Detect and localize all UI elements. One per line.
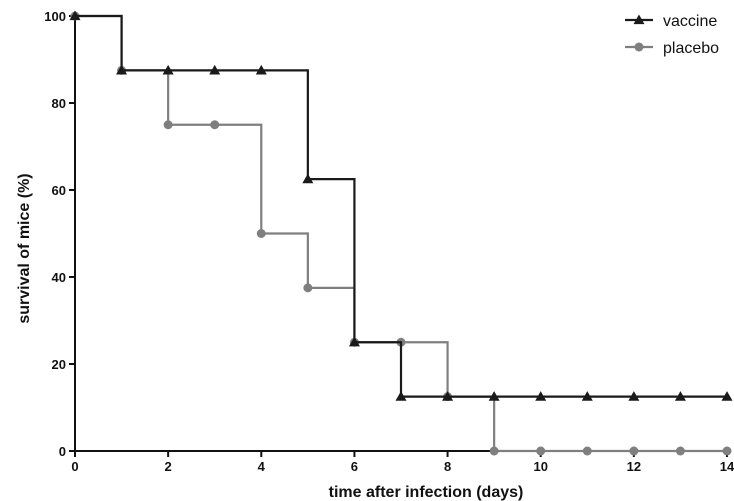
- data-point-placebo: [582, 446, 592, 456]
- y-tick-label: 40: [52, 270, 66, 285]
- y-tick-label: 0: [59, 444, 66, 459]
- y-tick-label: 100: [44, 9, 66, 24]
- y-axis-title: survival of mice (%): [16, 173, 33, 323]
- data-point-vaccine: [255, 64, 267, 75]
- legend-label-placebo: placebo: [663, 40, 719, 57]
- data-point-placebo: [629, 446, 639, 456]
- data-point-placebo: [163, 120, 173, 130]
- data-point-vaccine: [581, 391, 593, 401]
- y-tick-label: 20: [52, 357, 66, 372]
- data-point-vaccine: [162, 64, 174, 75]
- y-tick-label: 80: [52, 96, 66, 111]
- x-tick-label: 12: [627, 459, 641, 474]
- x-tick-label: 6: [351, 459, 358, 474]
- x-tick-label: 0: [71, 459, 78, 474]
- data-point-vaccine: [116, 64, 128, 75]
- legend-label-vaccine: vaccine: [663, 13, 717, 30]
- legend-marker-placebo: [634, 42, 644, 52]
- series-vaccine: [69, 10, 733, 401]
- y-tick-label: 60: [52, 183, 66, 198]
- data-point-placebo: [210, 120, 220, 130]
- data-point-placebo: [675, 446, 685, 456]
- data-point-placebo: [536, 446, 546, 456]
- data-point-vaccine: [209, 64, 221, 75]
- data-point-vaccine: [302, 173, 314, 184]
- data-point-vaccine: [721, 391, 733, 401]
- x-tick-label: 4: [258, 459, 266, 474]
- data-point-vaccine: [348, 336, 360, 347]
- data-point-placebo: [489, 446, 499, 456]
- x-tick-label: 10: [533, 459, 547, 474]
- legend: vaccine placebo: [625, 13, 719, 57]
- data-point-vaccine: [69, 10, 81, 21]
- series-layer: [69, 10, 733, 456]
- data-point-placebo: [303, 283, 313, 293]
- data-point-vaccine: [488, 391, 500, 401]
- legend-item-placebo: placebo: [625, 40, 719, 57]
- axes: 0 20 40 60 80 100 0 2 4 6 8 10 12 14: [44, 9, 734, 474]
- data-point-vaccine: [628, 391, 640, 401]
- data-point-placebo: [722, 446, 732, 456]
- data-point-vaccine: [442, 391, 454, 401]
- legend-marker-vaccine: [633, 14, 645, 25]
- x-tick-label: 14: [720, 459, 734, 474]
- data-point-vaccine: [674, 391, 686, 401]
- x-tick-label: 2: [165, 459, 172, 474]
- x-tick-label: 8: [444, 459, 451, 474]
- x-axis-title: time after infection (days): [329, 484, 524, 501]
- data-point-placebo: [256, 229, 266, 238]
- data-point-vaccine: [535, 391, 547, 401]
- data-point-vaccine: [395, 391, 407, 401]
- legend-item-vaccine: vaccine: [625, 13, 717, 30]
